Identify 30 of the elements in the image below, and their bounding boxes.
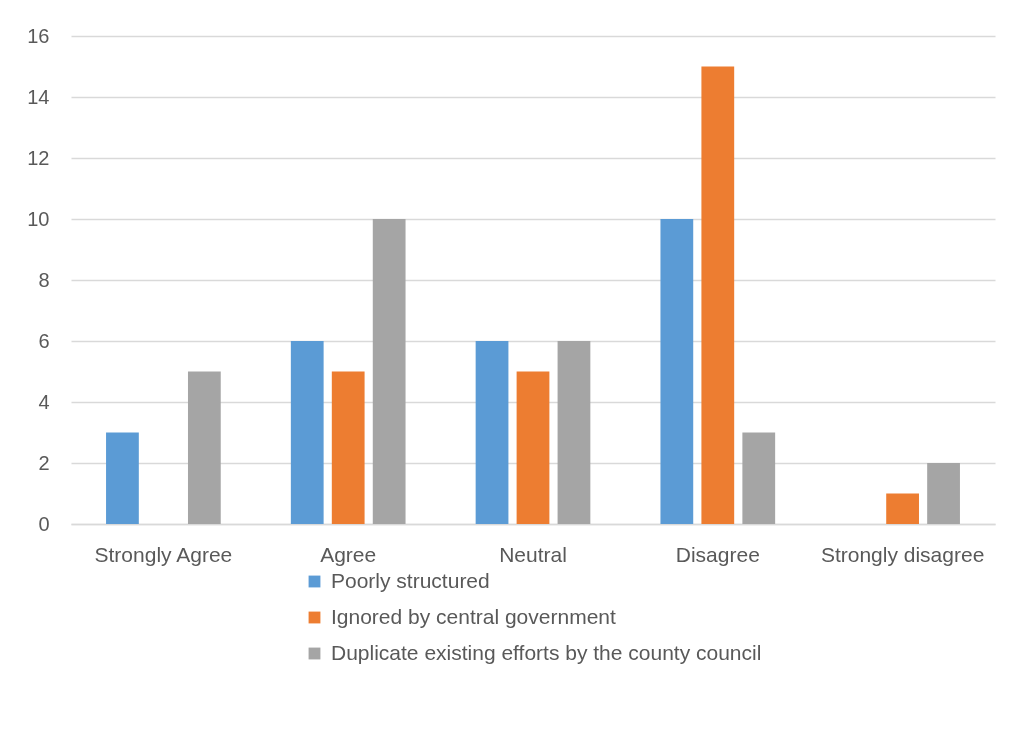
x-tick-label: Neutral [499, 542, 567, 566]
y-tick-label: 0 [38, 512, 50, 535]
bar [475, 341, 509, 524]
bar [660, 219, 694, 524]
bar [372, 219, 406, 524]
bar [516, 371, 550, 524]
y-tick-label: 4 [38, 390, 50, 413]
y-tick-label: 8 [38, 268, 50, 291]
legend-label: Poorly structured [331, 568, 490, 592]
bar [106, 432, 139, 524]
y-tick-label: 10 [27, 207, 50, 230]
x-tick-label: Strongly Agree [94, 542, 233, 566]
bar [701, 66, 735, 524]
bar [331, 371, 365, 524]
bar [742, 432, 776, 524]
bar [886, 493, 919, 524]
y-tick-label: 16 [27, 24, 50, 47]
y-tick-label: 2 [38, 451, 50, 474]
legend-label: Duplicate existing efforts by the county council [331, 640, 762, 664]
legend-label: Ignored by central government [331, 604, 616, 628]
bar [187, 371, 221, 524]
y-tick-label: 12 [27, 146, 50, 169]
bar [290, 341, 324, 524]
x-tick-label: Agree [320, 542, 377, 566]
y-tick-label: 14 [27, 85, 50, 108]
y-tick-label: 6 [38, 329, 50, 352]
bar [557, 341, 591, 524]
x-tick-label: Disagree [675, 542, 760, 566]
bar [927, 463, 960, 524]
x-tick-label: Strongly disagree [820, 542, 985, 566]
